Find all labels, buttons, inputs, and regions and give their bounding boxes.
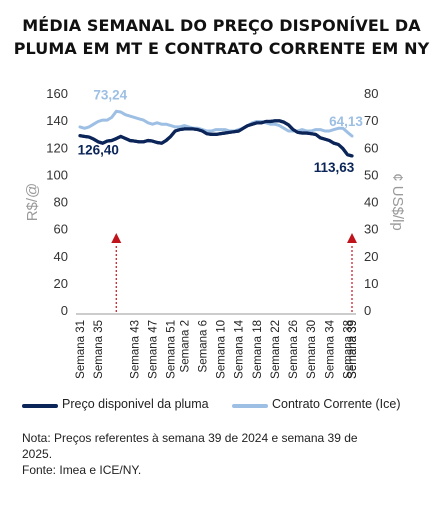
x-tick-label: Semana 31 — [75, 320, 87, 379]
x-tick-label: Semana 2 — [179, 320, 191, 372]
marker-arrow-icon — [347, 233, 357, 243]
title-line-1: MÉDIA SEMANAL DO PREÇO DISPONÍVEL DA — [22, 16, 421, 35]
x-tick-label: Semana 35 — [93, 320, 105, 379]
legend-label-preco: Preço disponivel da pluma — [62, 397, 209, 411]
y-left-tick-label: 60 — [54, 222, 68, 237]
x-tick-label: Semana 14 — [234, 319, 246, 378]
legend-swatch-preco — [22, 404, 58, 408]
line-chart: 0 20 40 60 80 100 120 140 160 0 10 20 30 40 50 60 70 80 R$… — [24, 86, 406, 379]
y-right-tick-label: 0 — [364, 303, 371, 318]
series-line-ice — [78, 109, 354, 138]
data-label: 113,63 — [314, 160, 355, 175]
y-left-axis-title: R$/@ — [24, 183, 41, 222]
y-left-tick-label: 140 — [46, 113, 68, 128]
x-tick-label: Semana 10 — [216, 320, 228, 379]
y-left-tick-label: 80 — [54, 195, 68, 210]
y-right-tick-label: 60 — [364, 140, 378, 155]
y-right-tick-label: 10 — [364, 276, 378, 291]
y-left-tick-label: 100 — [46, 167, 68, 182]
series-line-preco — [78, 119, 354, 158]
data-label: 64,13 — [329, 114, 363, 129]
source-text: Fonte: Imea e ICE/NY. — [22, 463, 142, 477]
y-right-tick-label: 40 — [364, 195, 378, 210]
y-left-tick-label: 160 — [46, 86, 68, 101]
legend-swatch-ice — [232, 404, 268, 408]
y-right-tick-label: 70 — [364, 113, 378, 128]
y-left-tick-label: 0 — [61, 303, 68, 318]
x-tick-label: Semana 51 — [166, 320, 178, 379]
y-right-tick-label: 30 — [364, 222, 378, 237]
x-tick-label: Semana 18 — [252, 320, 264, 379]
marker-arrow-icon — [111, 233, 122, 243]
x-tick-label: Semana 26 — [288, 320, 300, 379]
legend-label-ice: Contrato Corrente (Ice) — [272, 397, 401, 411]
x-tick-label: Semana 38 — [342, 320, 354, 379]
note-line-2: 2025. — [22, 447, 53, 461]
y-left-tick-label: 20 — [54, 276, 68, 291]
x-tick-label: Semana 47 — [148, 320, 160, 379]
x-tick-label: Semana 39 — [347, 320, 359, 379]
y-right-tick-label: 20 — [364, 249, 378, 264]
title-line-2: PLUMA EM MT E CONTRATO CORRENTE EM NY — [13, 39, 430, 58]
note-line-1: Nota: Preços referentes à semana 39 de 2… — [22, 431, 358, 445]
x-tick-label: Semana 6 — [197, 320, 209, 372]
y-right-tick-label: 50 — [364, 167, 378, 182]
x-tick-label: Semana 39 — [347, 320, 359, 379]
data-label: 73,24 — [93, 87, 127, 102]
footnote: Nota: Preços referentes à semana 39 de 2… — [22, 430, 422, 478]
series-line-preco-overlay — [78, 119, 354, 158]
y-right-axis-title: ¢ US$/lp — [389, 173, 406, 231]
x-tick-label: Semana 34 — [324, 319, 336, 378]
x-tick-label: Semana 43 — [129, 320, 141, 379]
data-label: 126,40 — [78, 143, 119, 158]
x-tick-label: Semana 30 — [306, 320, 318, 379]
chart-title: MÉDIA SEMANAL DO PREÇO DISPONÍVEL DA PLU… — [0, 14, 443, 60]
x-tick-label: Semana 22 — [270, 320, 282, 379]
y-right-tick-label: 80 — [364, 86, 378, 101]
y-left-tick-label: 40 — [54, 249, 68, 264]
y-left-tick-label: 120 — [46, 140, 68, 155]
